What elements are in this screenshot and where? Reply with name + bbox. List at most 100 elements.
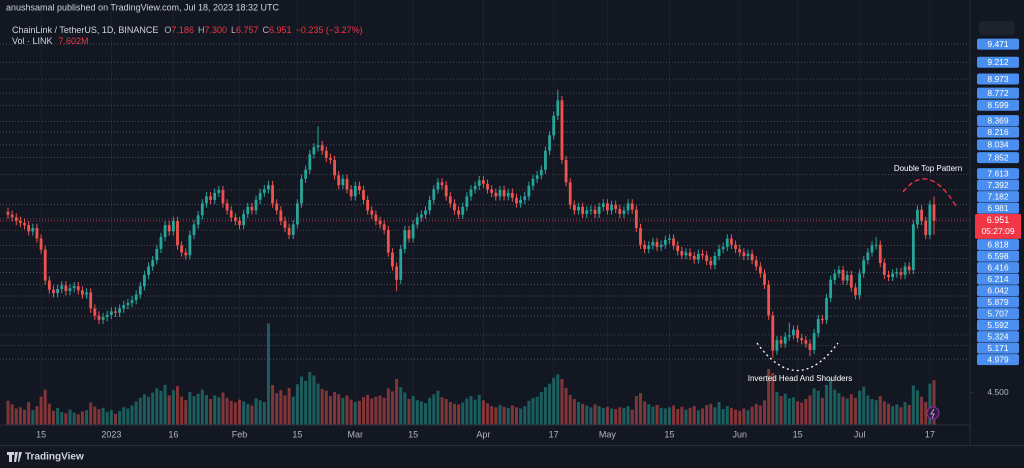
candle-body	[147, 266, 150, 275]
volume-bar	[370, 398, 374, 425]
footer-brand[interactable]: TradingView	[25, 452, 84, 463]
candle-body	[448, 196, 452, 204]
volume-bar	[221, 392, 225, 425]
volume-bar	[68, 409, 72, 425]
footer	[0, 445, 1024, 468]
volume-bar	[601, 407, 605, 425]
candle-body	[911, 224, 915, 271]
volume-bar	[684, 409, 688, 425]
y-tick-label: 4.500	[987, 387, 1009, 397]
volume-bar	[246, 403, 250, 425]
volume-bar	[386, 388, 390, 425]
volume-bar	[436, 390, 440, 425]
candle-body	[89, 292, 93, 309]
candle-body	[114, 311, 117, 313]
volume-bar	[490, 406, 494, 425]
volume-bar	[767, 368, 771, 425]
volume-bar	[337, 394, 341, 425]
candle-body	[730, 238, 733, 245]
volume-bar	[105, 412, 109, 425]
volume-bar	[928, 383, 932, 425]
candle-body	[353, 185, 357, 197]
volume-bar	[353, 401, 357, 425]
candle-body	[291, 224, 295, 235]
candle-body	[118, 308, 122, 313]
candle-body	[874, 244, 878, 246]
volume-bar	[390, 391, 394, 425]
candle-body	[680, 251, 684, 256]
volume-bar	[510, 405, 514, 425]
annotation: Inverted Head And Shoulders	[748, 374, 853, 383]
candle-body	[626, 203, 630, 211]
volume-bar	[514, 407, 518, 425]
candle-body	[862, 260, 866, 274]
candle-body	[734, 244, 737, 249]
volume-bar	[118, 410, 122, 425]
candle-body	[527, 185, 531, 197]
price-label-box	[977, 168, 1019, 180]
volume-bar	[328, 396, 332, 425]
volume-bar	[605, 406, 609, 425]
candle-body	[597, 206, 601, 214]
candle-body	[866, 252, 870, 261]
legend-key: C	[263, 25, 270, 35]
volume-bar	[304, 380, 308, 425]
candle-body	[399, 248, 403, 280]
price-label-box	[977, 38, 1019, 50]
volume-bar	[204, 394, 208, 425]
price-label-box	[977, 87, 1019, 99]
candle-body	[738, 248, 742, 253]
volume-bar	[581, 403, 585, 425]
volume-bar	[283, 395, 287, 425]
volume-bar	[585, 405, 589, 425]
candle-body	[924, 220, 928, 235]
volume-bar	[444, 399, 448, 425]
volume-bar	[229, 400, 233, 425]
volume-bar	[324, 390, 328, 425]
price-label-box	[977, 354, 1019, 366]
volume-bar	[23, 409, 27, 425]
x-tick-label: 15	[36, 429, 46, 439]
candle-body	[643, 244, 647, 249]
candle-body	[775, 340, 779, 351]
volume-bar	[279, 390, 283, 425]
volume-bar	[845, 398, 849, 425]
volume-bar	[80, 411, 84, 425]
symbol: ChainLink / TetherUS, 1D, BINANCE	[12, 25, 158, 35]
price-label: 9.212	[987, 57, 1009, 67]
candle-body	[176, 220, 179, 246]
volume-bar	[825, 384, 829, 425]
volume-bar	[717, 401, 721, 425]
candle-body	[440, 182, 444, 186]
candle-body	[159, 237, 163, 249]
candle-body	[275, 203, 279, 211]
volume-bar	[527, 400, 531, 425]
volume-bar	[812, 388, 816, 425]
candle-body	[205, 196, 208, 204]
candle-body	[432, 189, 436, 200]
volume-bar	[783, 393, 787, 425]
volume-bar	[469, 396, 473, 425]
candle-body	[634, 209, 638, 228]
volume-bar	[320, 388, 324, 425]
volume-bar	[262, 401, 266, 425]
price-label: 8.034	[987, 140, 1009, 150]
volume-bar	[85, 410, 89, 425]
volume-bar	[167, 395, 171, 425]
candle-body	[370, 210, 374, 215]
volume-bar	[225, 397, 229, 425]
event-icon[interactable]	[926, 406, 940, 420]
candle-body	[97, 315, 101, 320]
volume-bar	[572, 399, 576, 425]
candle-body	[35, 227, 39, 239]
volume-bar	[258, 400, 262, 425]
price-label-box	[977, 115, 1019, 127]
volume-bar	[899, 407, 903, 425]
volume-bar	[548, 383, 552, 425]
candle-body	[672, 238, 675, 246]
volume-bar	[920, 396, 924, 425]
candle-body	[630, 203, 634, 210]
volume-bar	[295, 384, 299, 425]
candle-body	[548, 135, 551, 151]
price-label-box	[977, 285, 1019, 297]
